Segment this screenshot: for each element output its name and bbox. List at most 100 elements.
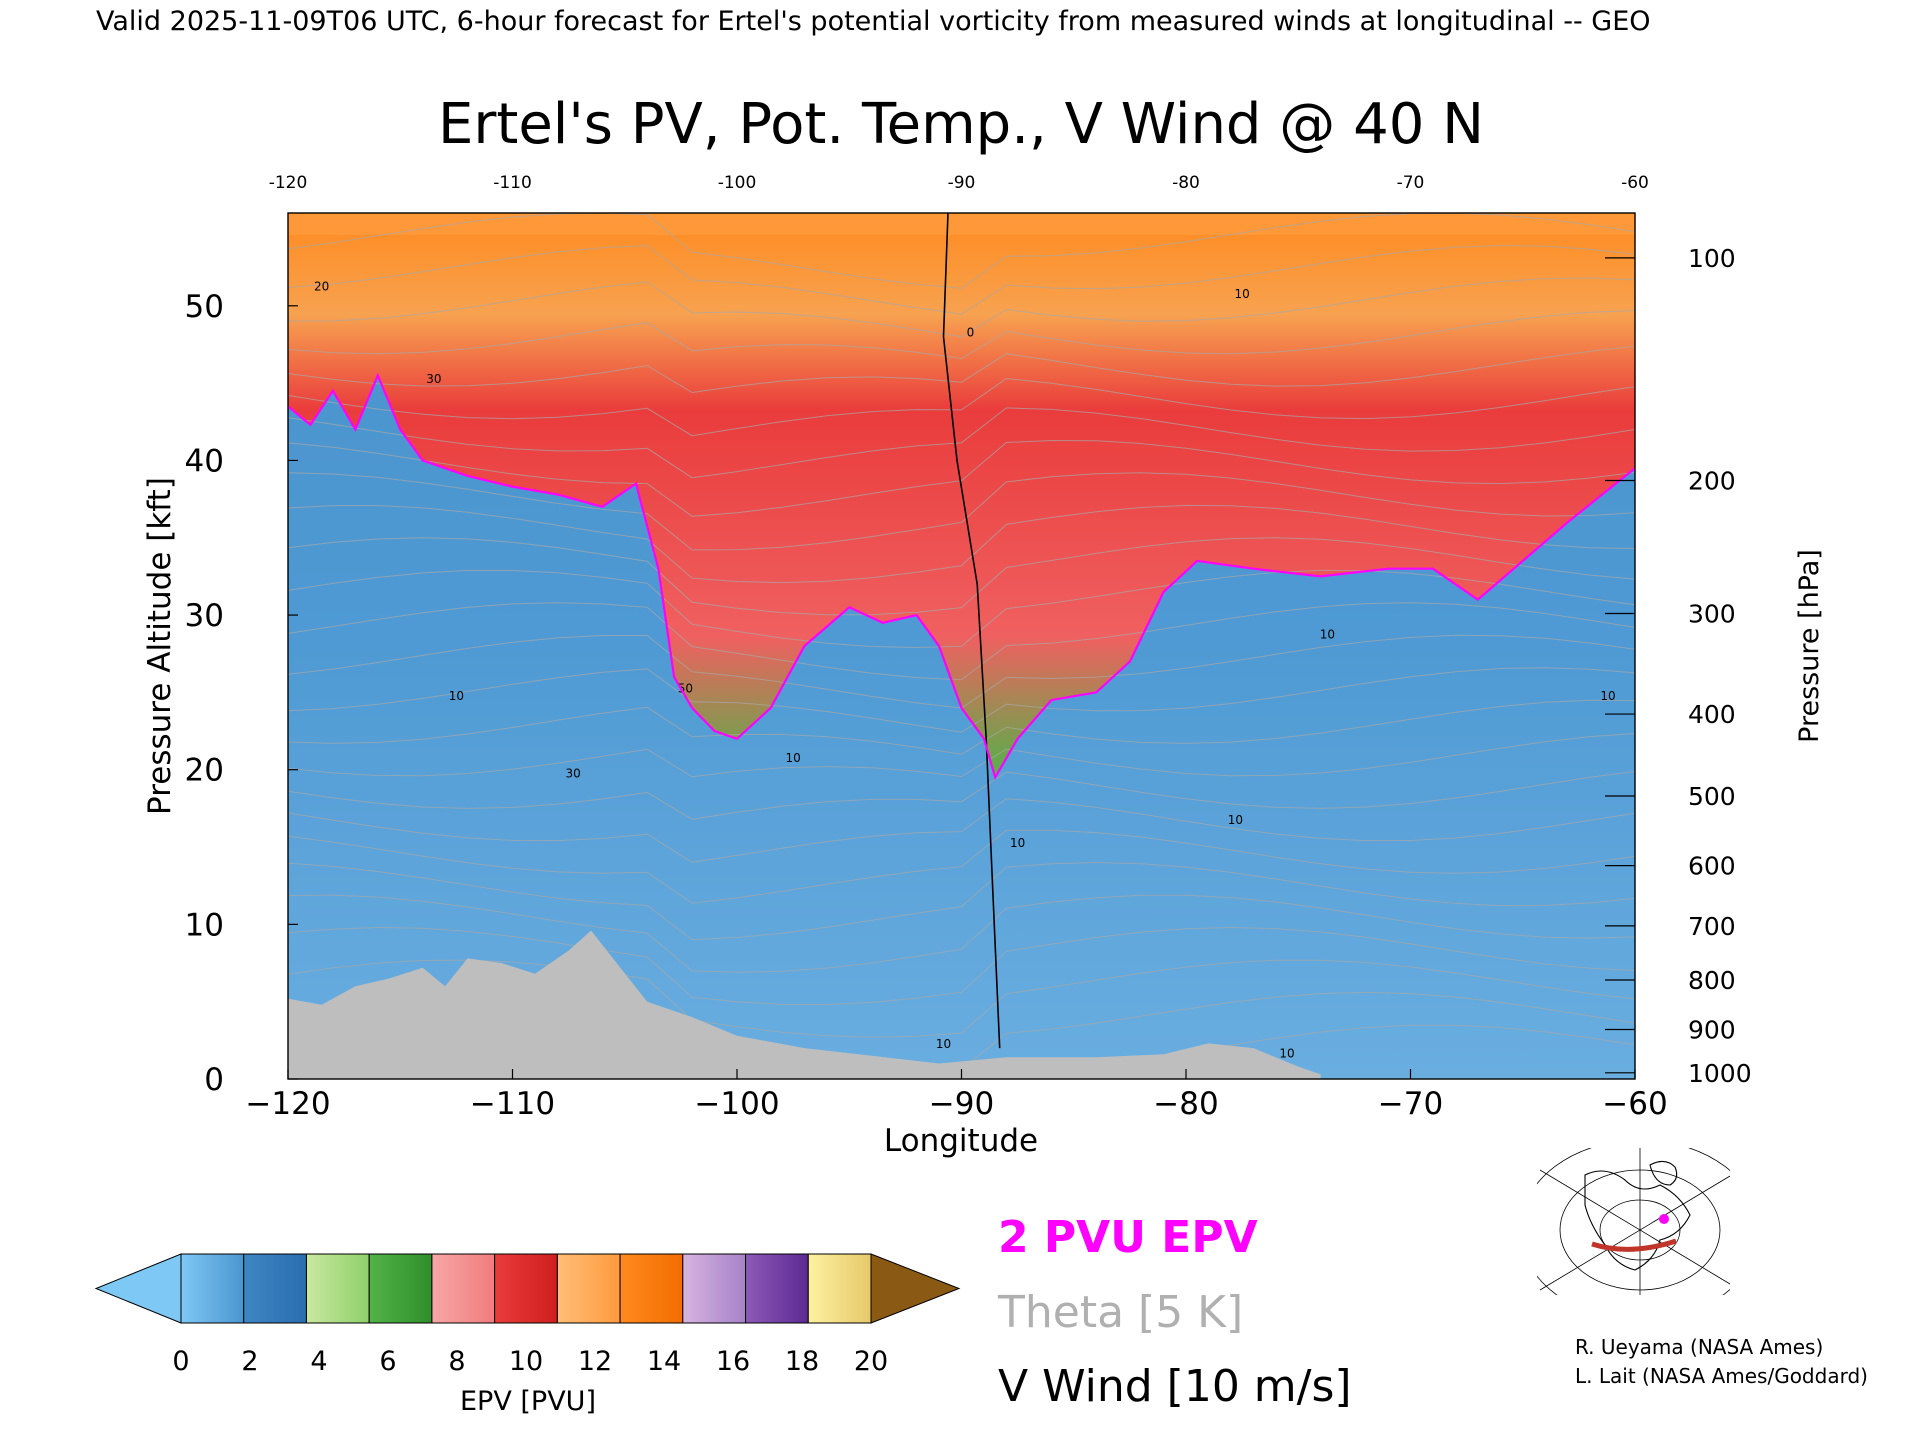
pressure-tick-label: 800	[1688, 966, 1736, 995]
theta-contour-line	[288, 537, 1635, 616]
theta-contour-line	[288, 667, 1635, 733]
colorbar-label: EPV [PVU]	[460, 1386, 596, 1417]
colorbar-tick-label: 10	[509, 1346, 543, 1377]
theta-contour-line	[288, 894, 1635, 973]
x-tick-label: −60	[1602, 1086, 1667, 1122]
pressure-tick-label: 300	[1688, 600, 1736, 629]
top-x-tick-label: -80	[1172, 173, 1200, 193]
colorbar-tick-label: 14	[647, 1346, 681, 1377]
legend-theta-label: Theta [5 K]	[997, 1287, 1243, 1338]
theta-contour-line	[288, 472, 1635, 551]
y-tick-label: 0	[204, 1062, 224, 1098]
v-wind-zero-contour	[942, 213, 1001, 1049]
pressure-tick-label: 700	[1688, 912, 1736, 941]
top-x-tick-label: -100	[718, 173, 757, 193]
colorbar-segment	[745, 1253, 809, 1324]
y-tick-label: 50	[185, 289, 224, 325]
colorbar-tick-label: 6	[379, 1346, 396, 1377]
theta-contour-line	[288, 699, 1635, 755]
colorbar-tick-label: 2	[241, 1346, 258, 1377]
colorbar-segment	[180, 1253, 245, 1324]
pressure-tick-label: 200	[1688, 467, 1736, 496]
theta-contour-line	[288, 345, 1635, 394]
theta-contour-line	[288, 829, 1635, 904]
colorbar-segment	[305, 1253, 370, 1324]
top-x-tick-label: -60	[1621, 173, 1649, 193]
theta-contour-line	[288, 439, 1635, 517]
v-wind-contour-label: 10	[1600, 689, 1615, 703]
v-wind-contour-label: 30	[426, 372, 441, 386]
v-wind-contour-label: 10	[1320, 627, 1335, 641]
upper-stratosphere-band	[288, 213, 1635, 235]
v-wind-contour-label: 10	[449, 689, 464, 703]
pressure-tick-label: 500	[1688, 782, 1736, 811]
valid-time-header: Valid 2025-11-09T06 UTC, 6-hour forecast…	[96, 6, 1651, 37]
v-wind-contour-label: 0	[967, 326, 975, 340]
x-tick-label: −80	[1153, 1086, 1218, 1122]
colorbar-tick-label: 12	[578, 1346, 612, 1377]
theta-contour-line	[288, 377, 1635, 437]
colorbar-segment	[494, 1253, 558, 1324]
x-tick-label: −90	[929, 1086, 994, 1122]
colorbar-segment	[556, 1253, 621, 1324]
x-axis-label: Longitude	[884, 1123, 1038, 1159]
x-tick-label: −110	[470, 1086, 555, 1122]
top-x-tick-label: -120	[269, 173, 308, 193]
x-tick-label: −70	[1378, 1086, 1443, 1122]
inset-location-marker	[1659, 1214, 1669, 1224]
legend-wind-label: V Wind [10 m/s]	[998, 1361, 1352, 1412]
tropopause-2pvu-line	[288, 372, 1635, 781]
pressure-tick-label: 600	[1688, 852, 1736, 881]
v-wind-contour-label: 10	[1234, 287, 1249, 301]
y-tick-label: 30	[185, 598, 224, 634]
colorbar-segment	[368, 1253, 433, 1324]
top-x-tick-label: -110	[493, 173, 532, 193]
theta-contour-line	[288, 407, 1635, 479]
colorbar: 0 2 4 6 8 10 12 14 16 18 20	[94, 1253, 961, 1377]
credit-line-1: R. Ueyama (NASA Ames)	[1575, 1335, 1823, 1359]
colorbar-tick-label: 20	[854, 1346, 888, 1377]
top-x-axis-ticks: -120 -110 -100 -90 -80 -70 -60	[269, 173, 1649, 193]
inset-section-line	[1591, 1238, 1677, 1252]
stratosphere-field	[288, 213, 1635, 778]
y-tick-label: 40	[185, 443, 224, 479]
y-axis-label: Pressure Altitude [kft]	[142, 477, 178, 815]
colorbar-tick-label: 16	[716, 1346, 750, 1377]
v-wind-contour-label: 10	[785, 751, 800, 765]
theta-contour-line	[288, 277, 1635, 338]
y-tick-label: 20	[185, 753, 224, 789]
theta-contour-line	[288, 959, 1635, 1038]
x-axis-ticks: −120 −110 −100 −90 −80 −70 −60	[245, 1069, 1668, 1122]
pressure-axis-label: Pressure [hPa]	[1794, 549, 1825, 743]
theta-contour-line	[288, 798, 1635, 863]
colorbar-segment	[431, 1253, 496, 1324]
v-wind-contour-label: 20	[314, 279, 329, 293]
x-tick-label: −100	[694, 1086, 779, 1122]
colorbar-tick-label: 0	[172, 1346, 189, 1377]
pressure-tick-label: 1000	[1688, 1059, 1752, 1088]
colorbar-tick-label: 8	[448, 1346, 465, 1377]
theta-contour-line	[288, 310, 1635, 360]
theta-contour-line	[288, 504, 1635, 584]
colorbar-segment	[619, 1253, 684, 1324]
theta-contour-line	[288, 244, 1635, 315]
colorbar-tick-label: 4	[310, 1346, 327, 1377]
y-axis-ticks: 0 10 20 30 40 50	[185, 289, 298, 1098]
colorbar-over-arrow	[870, 1253, 961, 1324]
pressure-tick-label: 900	[1688, 1016, 1736, 1045]
theta-contour-line	[288, 569, 1635, 649]
colorbar-segment	[807, 1253, 872, 1324]
top-x-tick-label: -70	[1397, 173, 1425, 193]
pressure-axis-ticks: 100 200 300 400 500 600 700 800 900 1000	[1605, 244, 1752, 1088]
colorbar-segment	[243, 1253, 307, 1324]
y-tick-label: 10	[185, 907, 224, 943]
legend-tropopause-label: 2 PVU EPV	[998, 1212, 1258, 1263]
theta-contour-line	[288, 771, 1635, 820]
globe-map-icon	[1537, 1148, 1730, 1295]
v-wind-contour-label: 10	[936, 1037, 951, 1051]
v-wind-contour-label: 10	[1279, 1046, 1294, 1060]
colorbar-segment	[682, 1253, 747, 1324]
top-x-tick-label: -90	[948, 173, 976, 193]
